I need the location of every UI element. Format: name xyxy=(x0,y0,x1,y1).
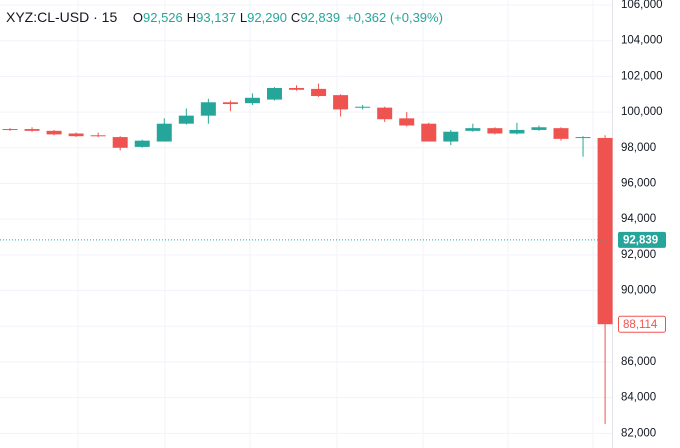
y-tick-label: 84,000 xyxy=(621,392,656,404)
y-tick-label: 82,000 xyxy=(621,427,656,439)
candle-body xyxy=(443,131,459,142)
change-value: +0,362 (+0,39%) xyxy=(346,10,443,25)
ohlc-value: 92,526 xyxy=(143,10,183,25)
candle-body xyxy=(112,137,128,148)
ohlc-value: 93,137 xyxy=(196,10,236,25)
close-tag-label: 88,114 xyxy=(623,319,658,331)
y-tick-label: 98,000 xyxy=(621,142,656,154)
candle-body xyxy=(575,137,591,139)
candle-body xyxy=(2,129,18,131)
candle-body xyxy=(465,128,481,131)
candle-body xyxy=(200,102,216,116)
y-tick-label: 104,000 xyxy=(621,35,663,47)
grid xyxy=(77,0,594,448)
y-tick-label: 86,000 xyxy=(621,356,656,368)
candle-body xyxy=(244,97,260,104)
price-tag-label: 92,839 xyxy=(623,234,658,246)
ohlc-key: L xyxy=(239,10,248,25)
candle-body xyxy=(156,123,172,142)
candle-body xyxy=(289,87,305,90)
legend-header: XYZ:CL-USD · 15 O92,526 H93,137 L92,290 C92… xyxy=(6,9,443,25)
price-tag xyxy=(618,231,666,248)
candle-body xyxy=(399,118,415,126)
candle-body xyxy=(90,135,106,137)
ohlc-key: H xyxy=(186,10,197,25)
y-tick-label: 102,000 xyxy=(621,70,663,82)
candle-body xyxy=(222,102,238,105)
y-tick-label: 96,000 xyxy=(621,178,656,190)
candle-body xyxy=(509,129,525,134)
candle-body xyxy=(421,123,437,142)
candle-body xyxy=(487,128,503,134)
close-tag xyxy=(618,315,666,333)
y-tick-label: 106,000 xyxy=(621,0,663,11)
candle-body xyxy=(531,127,547,130)
ohlc-key: O xyxy=(132,10,143,25)
candle-body xyxy=(311,88,327,97)
candle-body xyxy=(377,107,393,120)
candle-body xyxy=(553,128,569,139)
candle-body xyxy=(266,87,282,100)
candle-body xyxy=(355,106,371,108)
candle-body xyxy=(24,129,40,131)
candle-body xyxy=(46,130,62,135)
candle-body xyxy=(178,115,194,124)
candle-body xyxy=(68,133,84,137)
ohlc-key: C xyxy=(290,10,301,25)
y-tick-label: 90,000 xyxy=(621,285,656,297)
y-tick-label: 100,000 xyxy=(621,106,663,118)
ohlc-value: 92,839 xyxy=(300,10,341,25)
y-tick-label: 92,000 xyxy=(621,249,656,261)
candle-body xyxy=(333,95,349,110)
y-tick-label: 94,000 xyxy=(621,213,656,225)
candle-body xyxy=(134,140,150,147)
ohlc-value: 92,290 xyxy=(247,10,287,25)
candle-body xyxy=(597,137,613,325)
symbol-title: XYZ:CL-USD · 15 xyxy=(6,9,118,25)
